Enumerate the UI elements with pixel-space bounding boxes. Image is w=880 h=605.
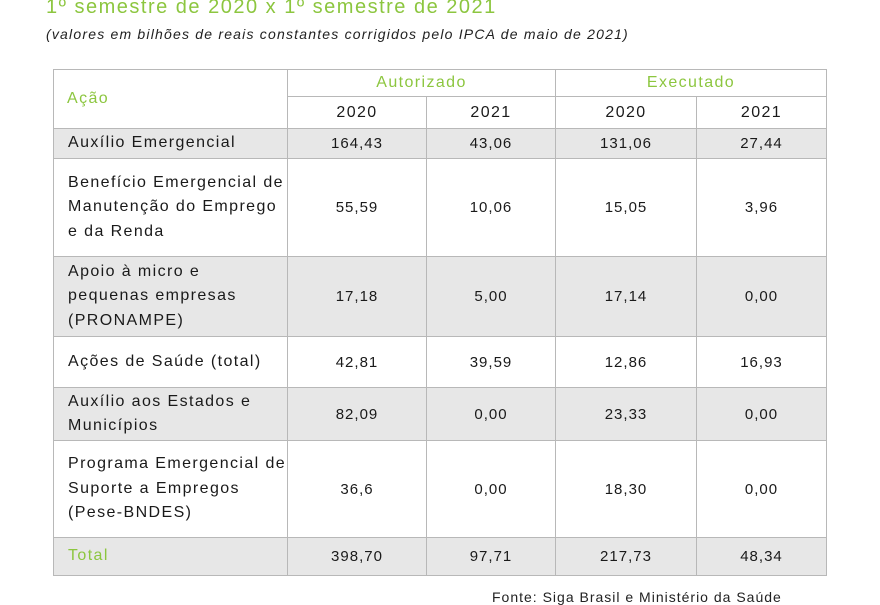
total-row: Total 398,70 97,71 217,73 48,34 — [53, 537, 827, 576]
header-autorizado: Autorizado — [287, 69, 556, 97]
header-executado: Executado — [555, 69, 827, 97]
cell-value: 82,09 — [287, 387, 427, 441]
cell-value: 164,43 — [287, 128, 427, 159]
total-value: 48,34 — [696, 537, 827, 576]
cell-value: 18,30 — [555, 440, 697, 538]
cell-value: 15,05 — [555, 158, 697, 257]
cell-value: 42,81 — [287, 336, 427, 388]
cell-value: 12,86 — [555, 336, 697, 388]
table-row: Programa Emergencial de Suporte a Empreg… — [53, 440, 827, 538]
page-subtitle: (valores em bilhões de reais constantes … — [46, 26, 629, 42]
cell-value: 0,00 — [426, 387, 556, 441]
row-name: Ações de Saúde (total) — [53, 336, 288, 388]
header-year-autorizado-2020: 2020 — [287, 96, 427, 129]
cell-value: 10,06 — [426, 158, 556, 257]
cell-value: 36,6 — [287, 440, 427, 538]
source-note: Fonte: Siga Brasil e Ministério da Saúde — [492, 589, 782, 605]
cell-value: 3,96 — [696, 158, 827, 257]
row-name: Auxílio Emergencial — [53, 128, 288, 159]
row-name: Auxílio aos Estados e Municípios — [53, 387, 288, 441]
page-title: 1º semestre de 2020 x 1º semestre de 202… — [46, 0, 497, 18]
cell-value: 5,00 — [426, 256, 556, 337]
table-row: Auxílio aos Estados e Municípios 82,09 0… — [53, 387, 827, 441]
cell-value: 0,00 — [696, 440, 827, 538]
total-value: 398,70 — [287, 537, 427, 576]
cell-value: 55,59 — [287, 158, 427, 257]
row-name: Benefício Emergencial de Manutenção do E… — [53, 158, 288, 257]
cell-value: 17,14 — [555, 256, 697, 337]
table-row: Apoio à micro e pequenas empresas (PRONA… — [53, 256, 827, 337]
header-year-executado-2020: 2020 — [555, 96, 697, 129]
cell-value: 23,33 — [555, 387, 697, 441]
data-table: Ação Autorizado Executado 2020 2021 2020… — [53, 69, 827, 576]
cell-value: 16,93 — [696, 336, 827, 388]
header-acao: Ação — [53, 69, 288, 129]
row-name: Apoio à micro e pequenas empresas (PRONA… — [53, 256, 288, 337]
cell-value: 0,00 — [696, 256, 827, 337]
total-label: Total — [53, 537, 288, 576]
cell-value: 27,44 — [696, 128, 827, 159]
row-name: Programa Emergencial de Suporte a Empreg… — [53, 440, 288, 538]
table-row: Ações de Saúde (total) 42,81 39,59 12,86… — [53, 336, 827, 388]
cell-value: 0,00 — [426, 440, 556, 538]
total-value: 97,71 — [426, 537, 556, 576]
cell-value: 39,59 — [426, 336, 556, 388]
header-year-autorizado-2021: 2021 — [426, 96, 556, 129]
table-row: Auxílio Emergencial 164,43 43,06 131,06 … — [53, 128, 827, 159]
cell-value: 0,00 — [696, 387, 827, 441]
header-year-executado-2021: 2021 — [696, 96, 827, 129]
cell-value: 131,06 — [555, 128, 697, 159]
total-value: 217,73 — [555, 537, 697, 576]
table-row: Benefício Emergencial de Manutenção do E… — [53, 158, 827, 257]
cell-value: 43,06 — [426, 128, 556, 159]
cell-value: 17,18 — [287, 256, 427, 337]
